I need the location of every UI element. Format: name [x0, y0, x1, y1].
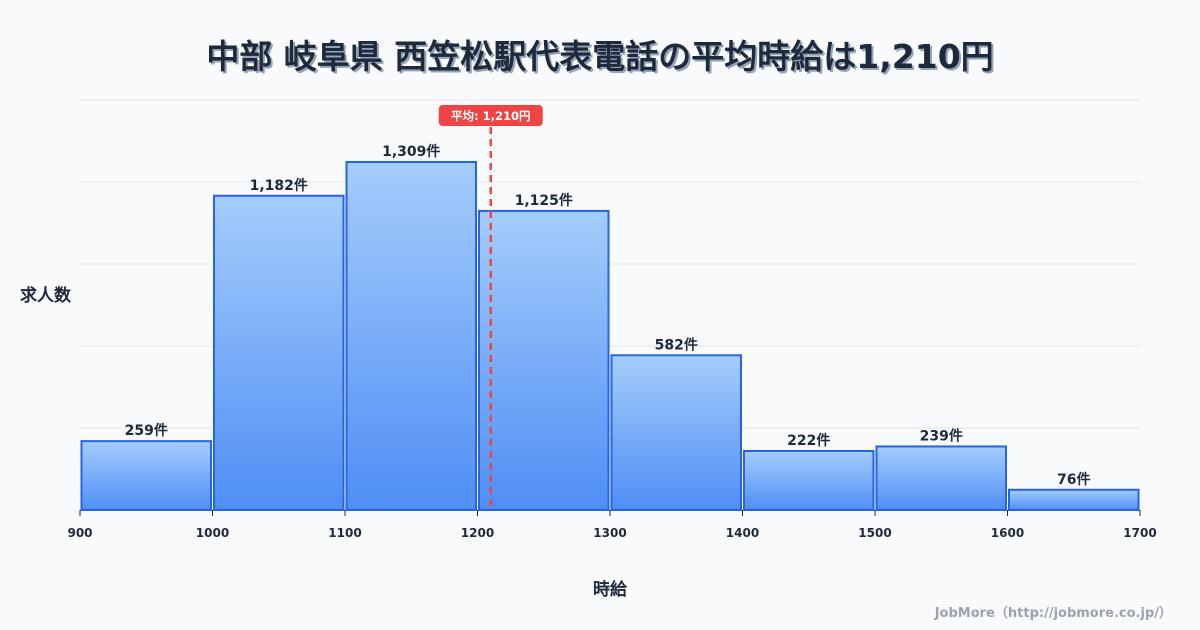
histogram-bar: 1,182件: [213, 177, 345, 511]
histogram-bar: 259件: [80, 422, 212, 511]
mean-badge-label: 平均: 1,210円: [451, 109, 530, 123]
chart-title: 中部 岐阜県 西笠松駅代表電話の平均時給は1,210円: [206, 37, 994, 76]
x-axis-label: 時給: [593, 580, 627, 600]
bars: 259件 1,182件 1,309件 1,125件 582件 222件 239件 76件: [80, 143, 1140, 512]
x-tick-label: 900: [67, 526, 92, 540]
x-tick-label: 1500: [858, 526, 891, 540]
bar-value-label: 222件: [787, 432, 830, 449]
bar-value-label: 239件: [920, 427, 963, 444]
bar-value-label: 1,125件: [515, 192, 573, 209]
histogram-bar: 76件: [1008, 471, 1140, 511]
x-tick-label: 1700: [1123, 526, 1156, 540]
mean-marker: 平均: 1,210円: [438, 105, 543, 510]
bar-value-label: 1,182件: [250, 177, 308, 194]
bar-value-label: 582件: [655, 336, 698, 353]
histogram-bar: 1,125件: [478, 192, 610, 512]
x-tick-label: 1300: [593, 526, 626, 540]
x-tick-label: 1400: [726, 526, 759, 540]
y-axis-label: 求人数: [20, 286, 71, 306]
histogram-bar: 222件: [743, 432, 875, 511]
x-tick-label: 1000: [196, 526, 229, 540]
histogram-bar: 1,309件: [345, 143, 477, 511]
bar-value-label: 76件: [1057, 471, 1090, 488]
x-tick-label: 1100: [328, 526, 361, 540]
mean-badge: [438, 105, 543, 126]
x-tick-label: 1200: [461, 526, 494, 540]
x-axis: 900 1000 1100 1200 1300 1400 1500 1600 1700: [67, 510, 1157, 540]
histogram-bar: 239件: [875, 427, 1007, 512]
histogram-bar: 582件: [610, 336, 742, 511]
bar-value-label: 259件: [125, 422, 168, 439]
source-credit: JobMore（http://jobmore.co.jp/）: [934, 606, 1172, 621]
x-tick-label: 1600: [991, 526, 1024, 540]
bar-value-label: 1,309件: [382, 143, 440, 160]
